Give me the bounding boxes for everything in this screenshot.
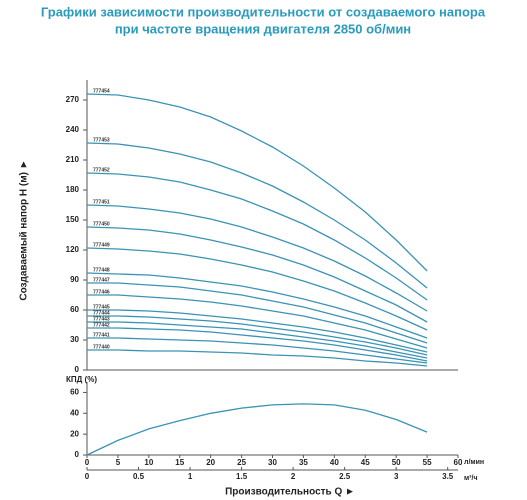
- x2-tick-label: 1: [188, 472, 193, 481]
- x-tick-label: 35: [299, 458, 308, 467]
- x-tick-label: 25: [237, 458, 246, 467]
- y-tick-label: 0: [75, 365, 80, 374]
- series-label: 777449: [93, 242, 110, 248]
- y-tick-label: 0: [75, 450, 80, 459]
- curve: [86, 93, 428, 272]
- curve: [87, 327, 428, 362]
- x2-tick-label: 1.5: [236, 472, 248, 481]
- x-unit: л/мин: [464, 459, 484, 466]
- y-tick-label: 180: [66, 185, 80, 194]
- y-tick-label: 30: [70, 335, 79, 344]
- x2-tick-label: 0: [85, 472, 90, 481]
- y-tick-label: 60: [70, 388, 79, 397]
- curve: [86, 226, 428, 323]
- x-tick-label: 60: [454, 458, 463, 467]
- x2-unit: м³/ч: [464, 475, 478, 482]
- curve: [87, 337, 428, 364]
- series-label: 777445: [93, 304, 110, 310]
- x-tick-label: 20: [206, 458, 215, 467]
- curve: [87, 282, 428, 344]
- curve: [86, 142, 428, 289]
- x-tick-label: 10: [144, 458, 153, 467]
- x2-tick-label: 3: [394, 472, 399, 481]
- x-tick-label: 0: [85, 458, 90, 467]
- x-axis-label: Производительность Q ►: [225, 487, 355, 498]
- series-label: 777441: [93, 332, 110, 338]
- curve: [86, 172, 428, 301]
- curve: [87, 294, 428, 349]
- x2-tick-label: 0.5: [133, 472, 145, 481]
- y-tick-label: 240: [66, 125, 80, 134]
- x2-tick-label: 3.5: [442, 472, 454, 481]
- series-label: 777447: [93, 277, 110, 283]
- series-label: 777452: [93, 167, 110, 173]
- series-label: 777450: [93, 221, 110, 227]
- curve: [87, 349, 428, 367]
- y-tick-label: 150: [66, 215, 80, 224]
- x-tick-label: 5: [116, 458, 121, 467]
- x-tick-label: 50: [392, 458, 401, 467]
- x2-tick-label: 2.5: [339, 472, 351, 481]
- y-tick-label: 270: [66, 95, 80, 104]
- y-tick-label: 90: [70, 275, 79, 284]
- curve: [86, 403, 428, 456]
- series-label: 777440: [93, 344, 110, 350]
- curve: [87, 309, 428, 353]
- y-tick-label: 20: [70, 429, 79, 438]
- y-axis-label: Создаваемый напор H (м) ►: [19, 159, 30, 300]
- series-label: 777442: [93, 322, 110, 328]
- x-tick-label: 30: [268, 458, 277, 467]
- curve: [87, 315, 428, 356]
- y-tick-label: 210: [66, 155, 80, 164]
- x-tick-label: 40: [330, 458, 339, 467]
- curve: [86, 204, 428, 312]
- series-label: 777443: [93, 316, 110, 322]
- y-tick-label: 40: [70, 408, 79, 417]
- curve: [86, 247, 428, 331]
- x-tick-label: 55: [423, 458, 432, 467]
- y-tick-label: 120: [66, 245, 80, 254]
- y-axis-label: КПД (%): [66, 375, 97, 384]
- series-label: 777453: [93, 137, 110, 143]
- series-label: 777444: [93, 310, 110, 316]
- x-tick-label: 45: [361, 458, 370, 467]
- chart-title: Графики зависимости производительности о…: [41, 4, 486, 19]
- y-tick-label: 60: [70, 305, 79, 314]
- x-tick-label: 15: [175, 458, 184, 467]
- series-label: 777451: [93, 199, 110, 205]
- series-label: 777446: [93, 289, 110, 295]
- series-label: 777454: [93, 88, 110, 94]
- curve: [86, 272, 428, 339]
- series-label: 777448: [93, 267, 110, 273]
- curve: [87, 321, 428, 359]
- chart-title: при частоте вращения двигателя 2850 об/м…: [115, 21, 411, 36]
- x2-tick-label: 2: [291, 472, 296, 481]
